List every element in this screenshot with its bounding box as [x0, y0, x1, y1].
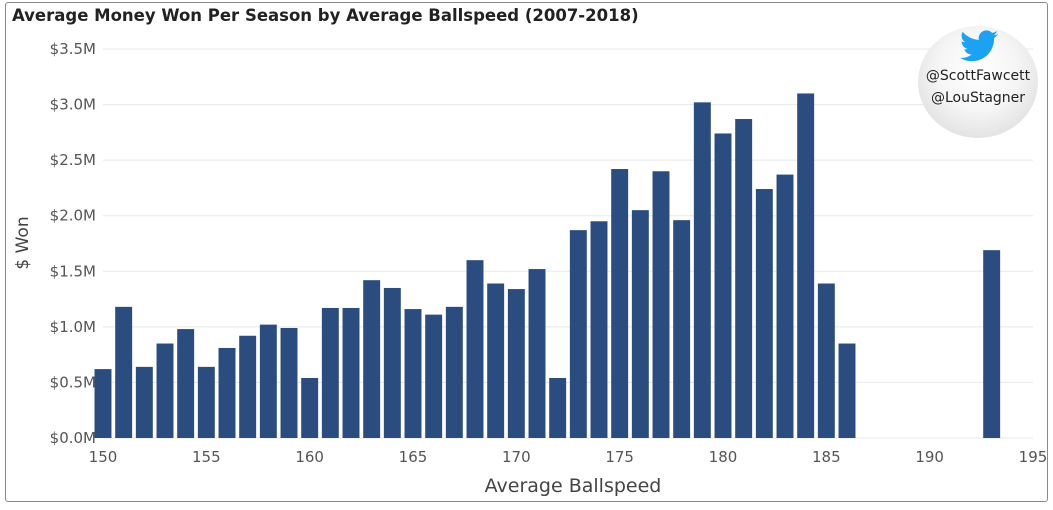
gridlines	[103, 48, 1033, 439]
bar-180	[714, 133, 732, 438]
bar-176	[631, 210, 649, 438]
y-axis-ticks: $0.0M $0.5M $1.0M $1.5M $2.0M $2.5M $3.0M $3.5M	[50, 40, 96, 447]
bar-150	[94, 369, 112, 438]
bar-193	[983, 250, 1001, 438]
bar-168	[466, 260, 484, 438]
bar-186	[838, 343, 856, 438]
bar-151	[115, 306, 133, 438]
y-tick-label: $0.0M	[50, 429, 96, 447]
bar-170	[507, 289, 525, 438]
bar-158	[259, 324, 277, 438]
bars	[94, 93, 1001, 439]
y-tick-label: $1.5M	[50, 262, 96, 280]
y-tick-label: $1.0M	[50, 318, 96, 336]
bar-161	[321, 307, 339, 438]
bar-175	[611, 169, 629, 438]
bar-157	[239, 335, 257, 438]
chart-title: Average Money Won Per Season by Average …	[12, 6, 639, 25]
y-tick-label: $2.5M	[50, 151, 96, 169]
bar-179	[693, 102, 711, 438]
bar-173	[569, 230, 587, 438]
x-tick-label: 155	[192, 448, 221, 466]
bar-160	[301, 377, 319, 438]
y-tick-label: $0.5M	[50, 373, 96, 391]
bar-171	[528, 269, 546, 438]
x-tick-label: 185	[812, 448, 841, 466]
x-tick-label: 175	[605, 448, 634, 466]
bar-167	[445, 306, 463, 438]
x-tick-label: 170	[502, 448, 531, 466]
bar-178	[673, 220, 691, 438]
bar-164	[383, 287, 401, 438]
bar-159	[280, 327, 298, 438]
bar-184	[797, 93, 815, 438]
x-tick-label: 180	[709, 448, 738, 466]
x-tick-label: 190	[915, 448, 944, 466]
bar-155	[197, 366, 215, 438]
bar-152	[135, 366, 153, 438]
bar-169	[487, 283, 505, 438]
bar-162	[342, 307, 360, 438]
bar-166	[425, 314, 443, 438]
twitter-bird-icon	[960, 30, 998, 62]
x-axis-ticks: 150 155 160 165 170 175 180 185 190 195	[89, 448, 1048, 466]
golf-ball-badge: @ScottFawcett @LouStagner	[918, 26, 1038, 138]
x-tick-label: 165	[399, 448, 428, 466]
bar-183	[776, 174, 794, 438]
bar-172	[549, 377, 567, 438]
x-tick-label: 160	[295, 448, 324, 466]
bar-181	[735, 119, 753, 439]
bar-174	[590, 221, 608, 438]
badge-handle-2: @LouStagner	[930, 90, 1026, 106]
x-tick-label: 150	[89, 448, 118, 466]
bar-185	[817, 283, 835, 438]
bar-154	[177, 329, 195, 438]
x-axis-title: Average Ballspeed	[485, 475, 662, 497]
y-tick-label: $3.5M	[50, 40, 96, 58]
bar-156	[218, 347, 236, 438]
bar-153	[156, 343, 174, 438]
bar-177	[652, 171, 670, 438]
y-tick-label: $2.0M	[50, 207, 96, 225]
x-tick-label: 195	[1019, 448, 1048, 466]
badge-handle-1: @ScottFawcett	[925, 68, 1031, 84]
y-tick-label: $3.0M	[50, 96, 96, 114]
bar-182	[755, 189, 773, 438]
bar-163	[363, 280, 381, 438]
bar-165	[404, 309, 422, 438]
y-axis-title: $ Won	[13, 216, 33, 269]
